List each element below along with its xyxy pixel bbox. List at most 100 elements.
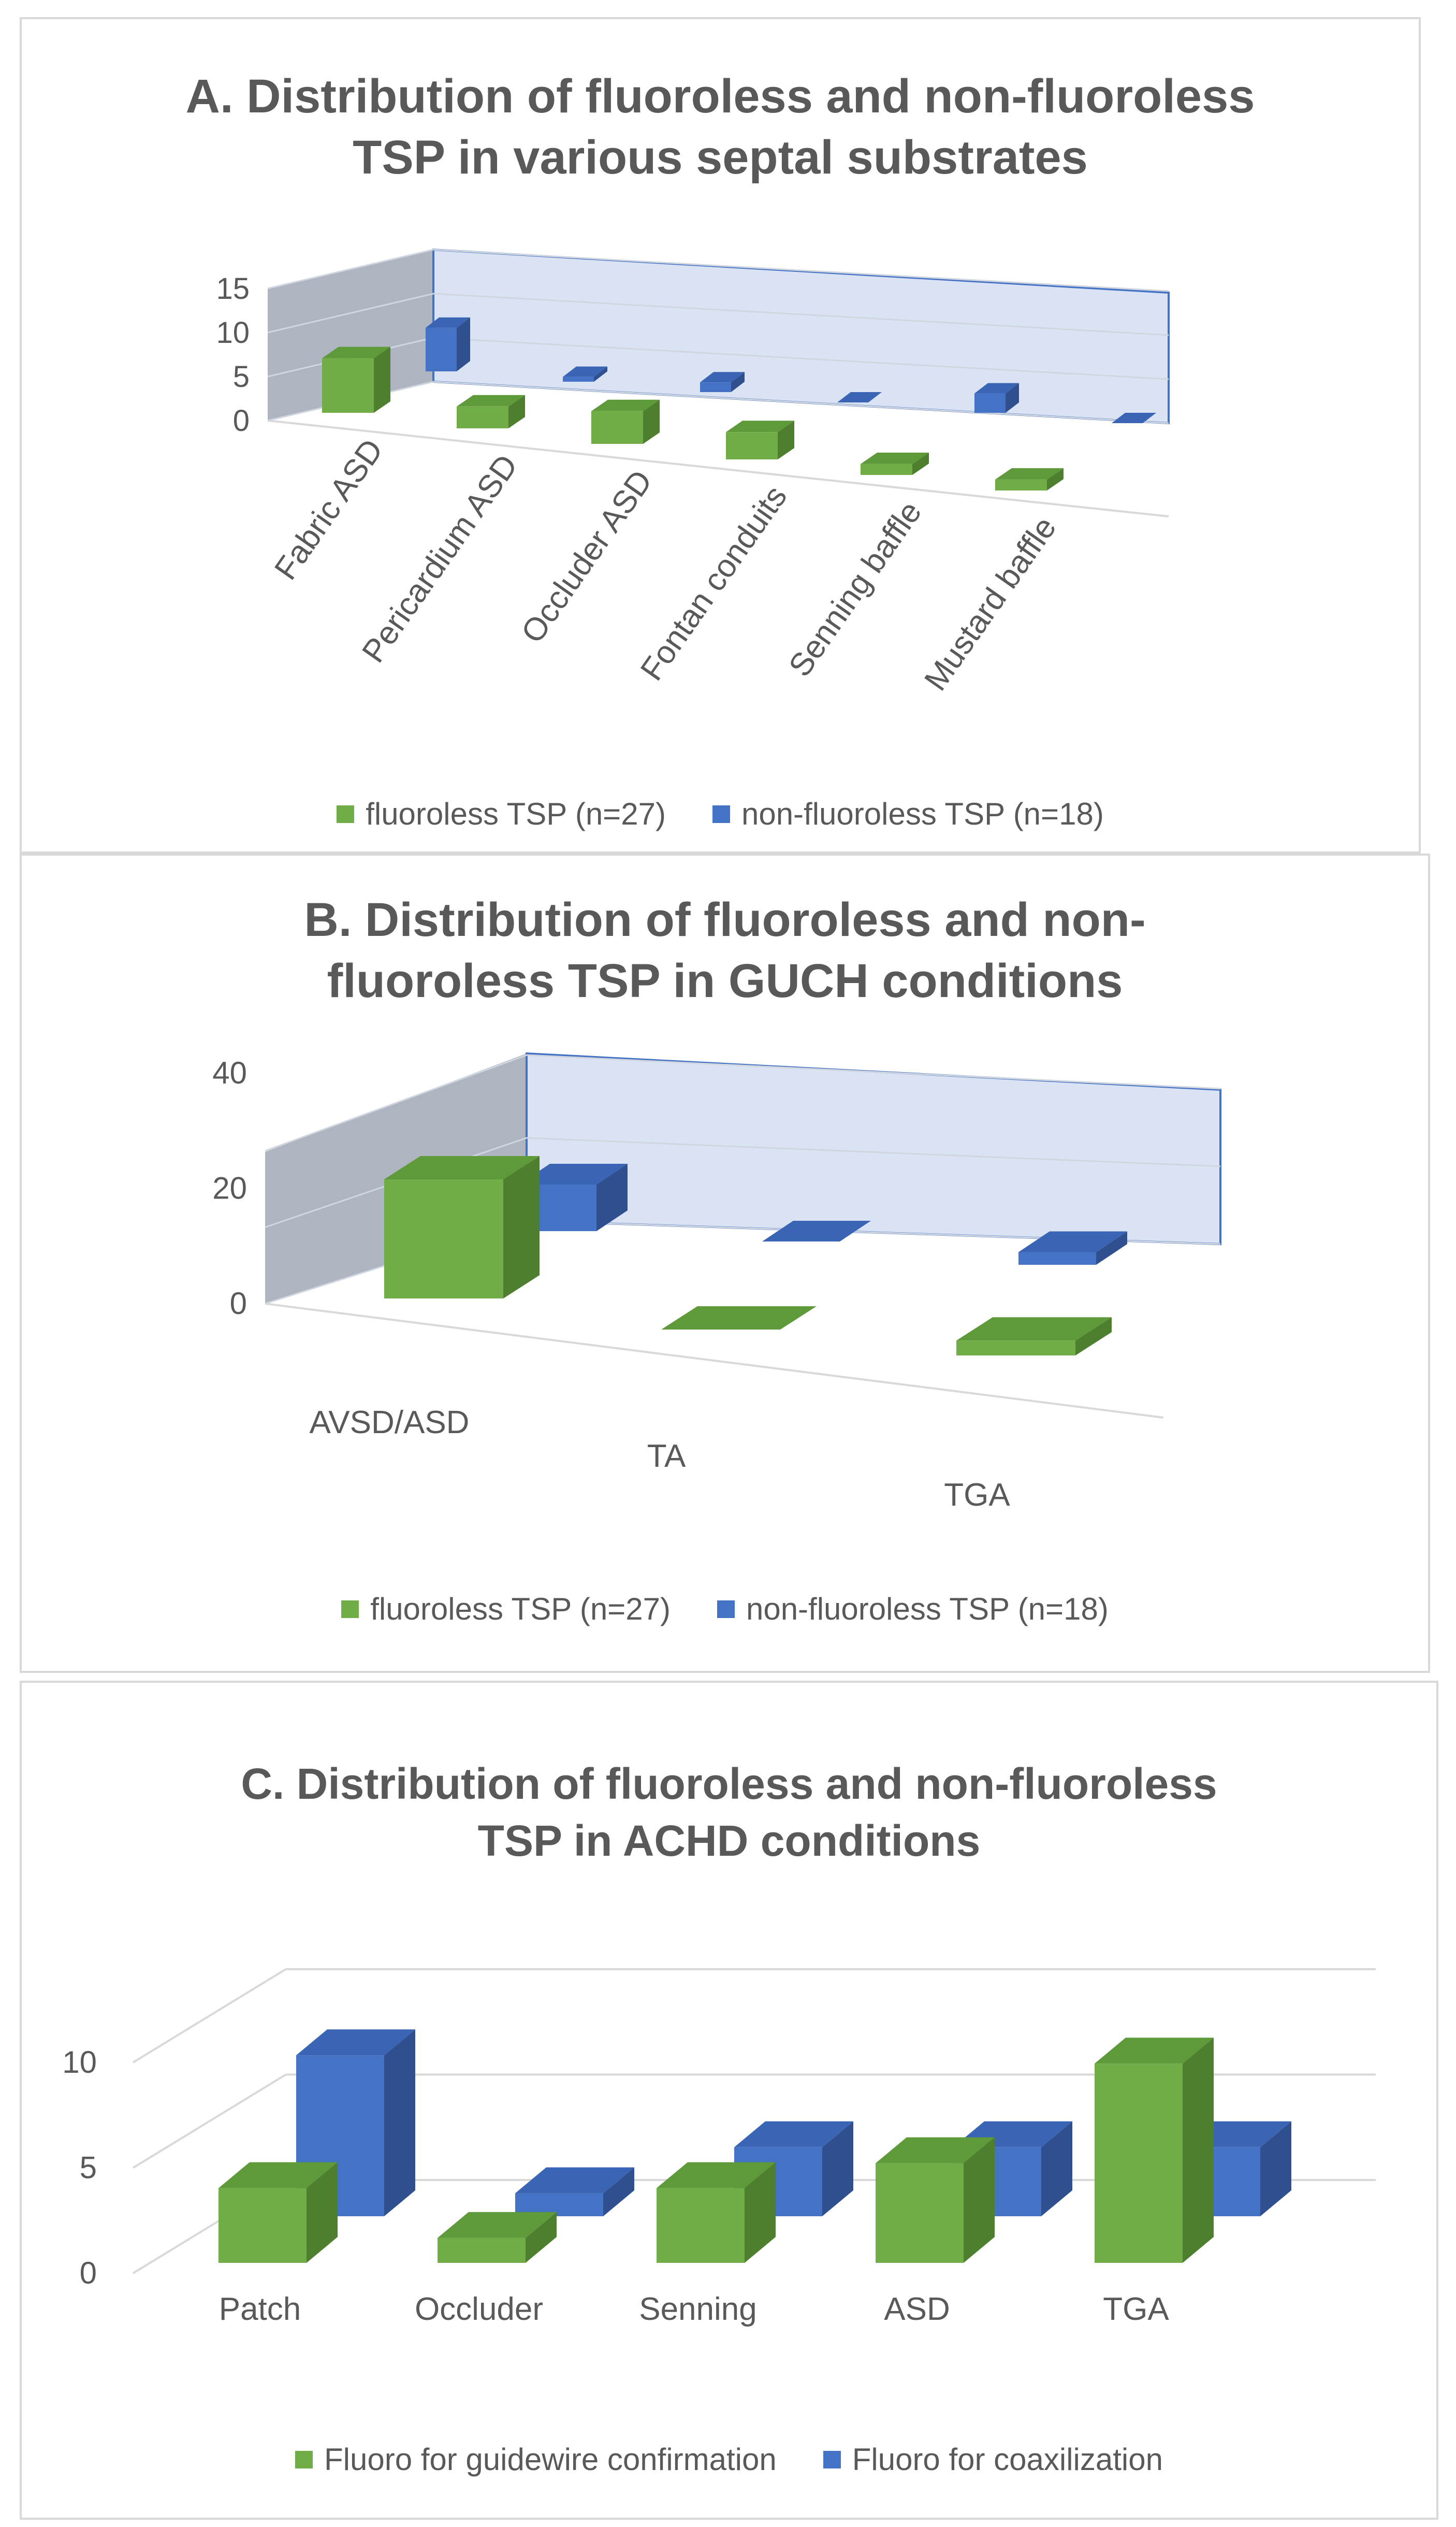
bar-front xyxy=(956,1340,1075,1355)
y-tick-label: 0 xyxy=(233,404,250,438)
bar-blue xyxy=(426,317,470,371)
legend-label: fluoroless TSP (n=27) xyxy=(366,797,666,831)
bar-green xyxy=(1095,2038,1214,2263)
legend-item-series-2: non-fluoroless TSP (n=18) xyxy=(712,796,1104,832)
bar-side xyxy=(1075,1317,1112,1355)
x-tick-label: Mustard baffle xyxy=(918,510,1063,697)
bar-top xyxy=(974,383,1019,394)
chart-legend: Fluoro for guidewire confirmation Fluoro… xyxy=(22,2442,1436,2477)
bar-blue xyxy=(700,372,745,392)
bar-front xyxy=(876,2163,964,2263)
gridline xyxy=(132,2073,287,2169)
bar-green xyxy=(861,452,929,475)
floor-edge xyxy=(265,1303,1164,1419)
bar-side xyxy=(778,421,794,459)
bar-front xyxy=(974,393,1006,413)
bar-front xyxy=(1095,2063,1183,2263)
bar-top xyxy=(426,317,470,328)
gridline xyxy=(265,1054,527,1152)
bar-top xyxy=(219,2162,338,2188)
bar-front xyxy=(1018,1252,1096,1265)
x-tick-label: TGA xyxy=(944,1477,1010,1513)
bar-top xyxy=(563,366,607,377)
bar-front xyxy=(384,1179,503,1298)
bar-side xyxy=(1006,383,1019,413)
bar-side xyxy=(508,395,525,428)
bar-top xyxy=(519,1164,628,1185)
bar-green xyxy=(876,2137,995,2263)
bar-side xyxy=(912,452,929,475)
bar-top xyxy=(591,399,660,411)
gridline xyxy=(132,1968,287,2063)
bar-top xyxy=(296,2029,415,2056)
bar-front xyxy=(322,358,374,413)
bar-green xyxy=(457,395,525,428)
bar-blue xyxy=(837,392,882,402)
bar-front xyxy=(700,382,731,392)
bar-front xyxy=(438,2237,526,2263)
legend-swatch-blue xyxy=(712,805,730,823)
bar-green xyxy=(219,2162,338,2263)
x-tick-label: AVSD/ASD xyxy=(310,1405,470,1440)
bar-side xyxy=(594,366,607,382)
gridline xyxy=(433,249,1169,292)
legend-label: Fluoro for guidewire confirmation xyxy=(324,2442,777,2477)
legend-item-series-1: fluoroless TSP (n=27) xyxy=(337,796,666,832)
x-tick-label: Senning xyxy=(639,2291,757,2327)
bar-front xyxy=(861,464,912,475)
bar-front xyxy=(657,2188,745,2263)
bar-top xyxy=(438,2212,557,2238)
chart-title: C. Distribution of fluoroless and non-fl… xyxy=(241,1759,1217,1865)
gridline xyxy=(526,1054,1221,1090)
chart-title: B. Distribution of fluoroless and non-fl… xyxy=(304,893,1146,1007)
bar-top xyxy=(861,452,929,464)
y-tick-label: 10 xyxy=(62,2045,97,2080)
bar-side xyxy=(603,2167,634,2216)
bar-top xyxy=(700,372,745,383)
bar-top xyxy=(657,2162,776,2188)
bar-side xyxy=(1041,2121,1072,2216)
chart-panel-c: C. Distribution of fluoroless and non-fl… xyxy=(20,1681,1438,2520)
bar-green xyxy=(956,1317,1112,1355)
floor-edge xyxy=(267,420,1169,517)
legend-item-series-2: non-fluoroless TSP (n=18) xyxy=(717,1591,1109,1627)
bar-blue xyxy=(974,383,1019,413)
y-tick-label: 5 xyxy=(80,2150,97,2185)
gridline xyxy=(267,249,434,290)
x-tick-label: Fontan conduits xyxy=(634,479,794,687)
bar-green xyxy=(322,346,390,413)
bar-front xyxy=(219,2188,307,2263)
bar-top xyxy=(734,2121,853,2147)
legend-label: non-fluoroless TSP (n=18) xyxy=(746,1592,1109,1626)
bar-side xyxy=(745,2162,776,2263)
bar-green xyxy=(657,2162,776,2263)
bar-front xyxy=(591,411,643,444)
legend-swatch-blue xyxy=(717,1600,735,1618)
bar-top xyxy=(762,1221,871,1241)
legend-swatch-green xyxy=(295,2450,313,2468)
bar-side xyxy=(503,1156,540,1298)
bar-green xyxy=(995,468,1064,490)
gridline xyxy=(267,293,434,334)
x-tick-label: TA xyxy=(647,1438,686,1474)
x-tick-label: Senning baffle xyxy=(782,495,928,683)
bar-green xyxy=(726,421,794,459)
chart-panel-b: B. Distribution of fluoroless and non-fl… xyxy=(20,854,1430,1673)
bar-top xyxy=(1095,2038,1214,2064)
chart-plot-area: 0 20 40 AVSD/ASD TA TGA xyxy=(212,1052,1221,1513)
y-tick-label: 10 xyxy=(216,316,250,350)
gridline xyxy=(433,337,1169,380)
back-wall xyxy=(432,248,1170,425)
bar-top xyxy=(956,1317,1112,1341)
x-tick-label: Occluder ASD xyxy=(515,464,660,649)
gridline xyxy=(433,293,1169,336)
bar-side xyxy=(1183,2038,1214,2263)
legend-label: Fluoro for coaxilization xyxy=(852,2442,1163,2477)
chart-panel-a: A. Distribution of fluoroless and non-fl… xyxy=(20,17,1421,854)
x-tick-label: Pericardium ASD xyxy=(355,448,525,669)
back-wall xyxy=(526,1052,1221,1246)
y-tick-label: 0 xyxy=(80,2256,97,2290)
bar-side xyxy=(643,399,660,444)
bar-side xyxy=(822,2121,853,2216)
